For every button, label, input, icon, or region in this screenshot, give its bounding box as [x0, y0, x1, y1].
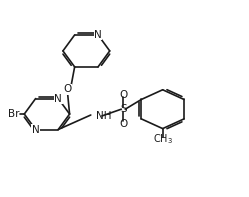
Text: O: O — [119, 119, 127, 129]
Text: O: O — [63, 84, 71, 94]
Text: N: N — [94, 30, 102, 40]
Text: S: S — [120, 104, 126, 114]
Text: N: N — [54, 94, 62, 104]
Text: NH: NH — [96, 111, 111, 121]
Text: Br: Br — [8, 109, 20, 119]
Text: CH$_3$: CH$_3$ — [153, 132, 173, 146]
Text: O: O — [119, 90, 127, 100]
Text: N: N — [32, 125, 40, 135]
